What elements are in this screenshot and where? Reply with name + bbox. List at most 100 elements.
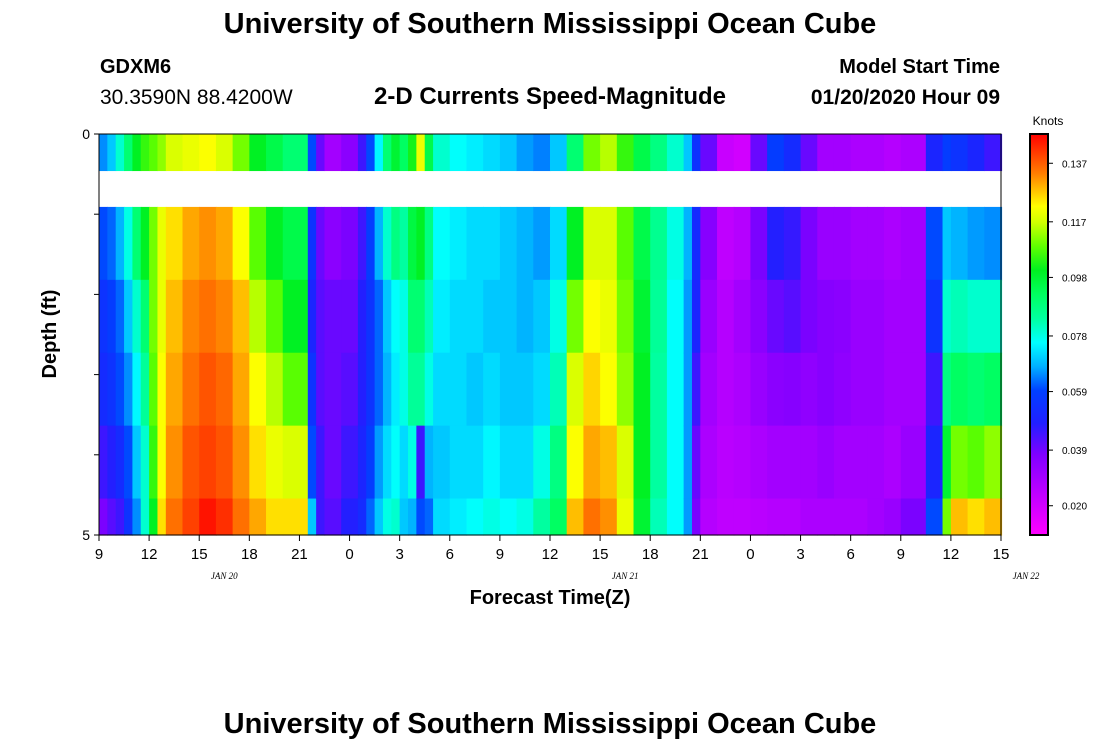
heatmap-cell xyxy=(232,279,250,354)
heatmap-cell xyxy=(566,352,585,427)
x-tick-label: 12 xyxy=(141,546,158,563)
x-axis-title: Forecast Time(Z) xyxy=(470,587,631,609)
heatmap-cell xyxy=(165,425,184,500)
heatmap-cell xyxy=(391,206,401,281)
heatmap-cell xyxy=(165,134,184,172)
heatmap-cell xyxy=(850,352,868,427)
heatmap-cell xyxy=(833,206,852,281)
heatmap-cell xyxy=(950,206,969,281)
heatmap-cell xyxy=(107,279,117,354)
heatmap-cell xyxy=(282,498,309,536)
heatmap-cell xyxy=(140,498,150,536)
x-tick-label: 21 xyxy=(291,546,308,563)
heatmap-cell xyxy=(817,498,835,536)
heatmap-cell xyxy=(550,425,568,500)
heatmap-cell xyxy=(633,425,651,500)
heatmap-cell xyxy=(833,134,852,172)
heatmap-cell xyxy=(717,425,735,500)
heatmap-cell xyxy=(366,206,376,281)
heatmap-cell xyxy=(691,134,701,172)
heatmap-cell xyxy=(925,425,944,500)
heatmap-cell xyxy=(416,279,426,354)
heatmap-cell xyxy=(99,206,108,281)
heatmap-cell xyxy=(341,279,359,354)
heatmap-cell xyxy=(316,134,326,172)
heatmap-cell xyxy=(900,206,927,281)
heatmap-cell xyxy=(616,352,635,427)
heatmap-cell xyxy=(616,279,635,354)
heatmap-cell xyxy=(633,498,651,536)
heatmap-cell xyxy=(650,279,668,354)
heatmap-cell xyxy=(884,134,902,172)
colorbar: Knots 0.137 0.117 0.098 0.078 0.059 0.039 0.02… xyxy=(1029,114,1087,536)
heatmap-cell xyxy=(399,134,409,172)
heatmap-cell xyxy=(449,352,468,427)
heatmap-cell xyxy=(717,498,735,536)
heatmap-cell xyxy=(408,134,417,172)
heatmap-cell xyxy=(633,352,651,427)
heatmap-cell xyxy=(1001,352,1003,427)
heatmap-cell xyxy=(750,352,768,427)
heatmap-cell xyxy=(466,279,484,354)
heatmap-cell xyxy=(984,352,1002,427)
heatmap-cell xyxy=(942,498,952,536)
heatmap-cell xyxy=(307,279,317,354)
heatmap-cell xyxy=(967,498,985,536)
heatmap-cell xyxy=(783,498,802,536)
heatmap-cell xyxy=(416,425,426,500)
heatmap-cell xyxy=(199,498,217,536)
heatmap-cell xyxy=(266,498,284,536)
heatmap-cell xyxy=(566,498,585,536)
x-tick-label: 15 xyxy=(592,546,609,563)
heatmap-cell xyxy=(449,279,468,354)
heatmap-cell xyxy=(124,134,134,172)
heatmap-cell xyxy=(733,206,752,281)
heatmap-cell xyxy=(683,279,693,354)
heatmap-cell xyxy=(140,206,150,281)
heatmap-cell xyxy=(942,279,952,354)
heatmap-cell xyxy=(767,134,785,172)
heatmap-cell xyxy=(424,206,434,281)
heatmap-cell xyxy=(382,498,392,536)
heatmap-cell xyxy=(132,206,142,281)
heatmap-cell xyxy=(616,425,635,500)
heatmap-cell xyxy=(433,425,451,500)
heatmap-cell xyxy=(416,498,426,536)
heatmap-cell xyxy=(733,425,752,500)
heatmap-cell xyxy=(215,425,234,500)
heatmap-cell xyxy=(783,279,802,354)
heatmap-cell xyxy=(600,498,618,536)
y-tick-label: 5 xyxy=(82,527,90,543)
heatmap-cell xyxy=(583,134,601,172)
heatmap-cell xyxy=(516,134,534,172)
heatmap-cell xyxy=(950,498,969,536)
heatmap-cell xyxy=(374,134,384,172)
heatmap-cell xyxy=(650,206,668,281)
heatmap-cell xyxy=(850,134,868,172)
heatmap-cell xyxy=(366,134,376,172)
heatmap-cell xyxy=(750,425,768,500)
heatmap-cell xyxy=(683,498,693,536)
heatmap-cell xyxy=(341,134,359,172)
heatmap-cell xyxy=(157,134,167,172)
heatmap-cell xyxy=(884,498,902,536)
heatmap-cell xyxy=(683,206,693,281)
heatmap-cell xyxy=(149,279,159,354)
heatmap-cell xyxy=(1001,279,1003,354)
heatmap-cell xyxy=(967,206,985,281)
y-axis-title: Depth (ft) xyxy=(39,290,61,379)
heatmap-cell xyxy=(750,206,768,281)
heatmap-cell xyxy=(499,498,518,536)
heatmap-cell xyxy=(650,498,668,536)
heatmap-cell xyxy=(583,206,601,281)
heatmap-cell xyxy=(307,206,317,281)
heatmap-cell xyxy=(550,206,568,281)
heatmap-cell xyxy=(149,206,159,281)
heatmap-cell xyxy=(666,498,685,536)
colorbar-tick-label: 0.137 xyxy=(1062,159,1087,170)
heatmap-cell xyxy=(533,498,551,536)
heatmap-cell xyxy=(925,352,944,427)
heatmap-cell xyxy=(232,134,250,172)
footer-title: University of Southern Mississippi Ocean… xyxy=(223,708,877,740)
